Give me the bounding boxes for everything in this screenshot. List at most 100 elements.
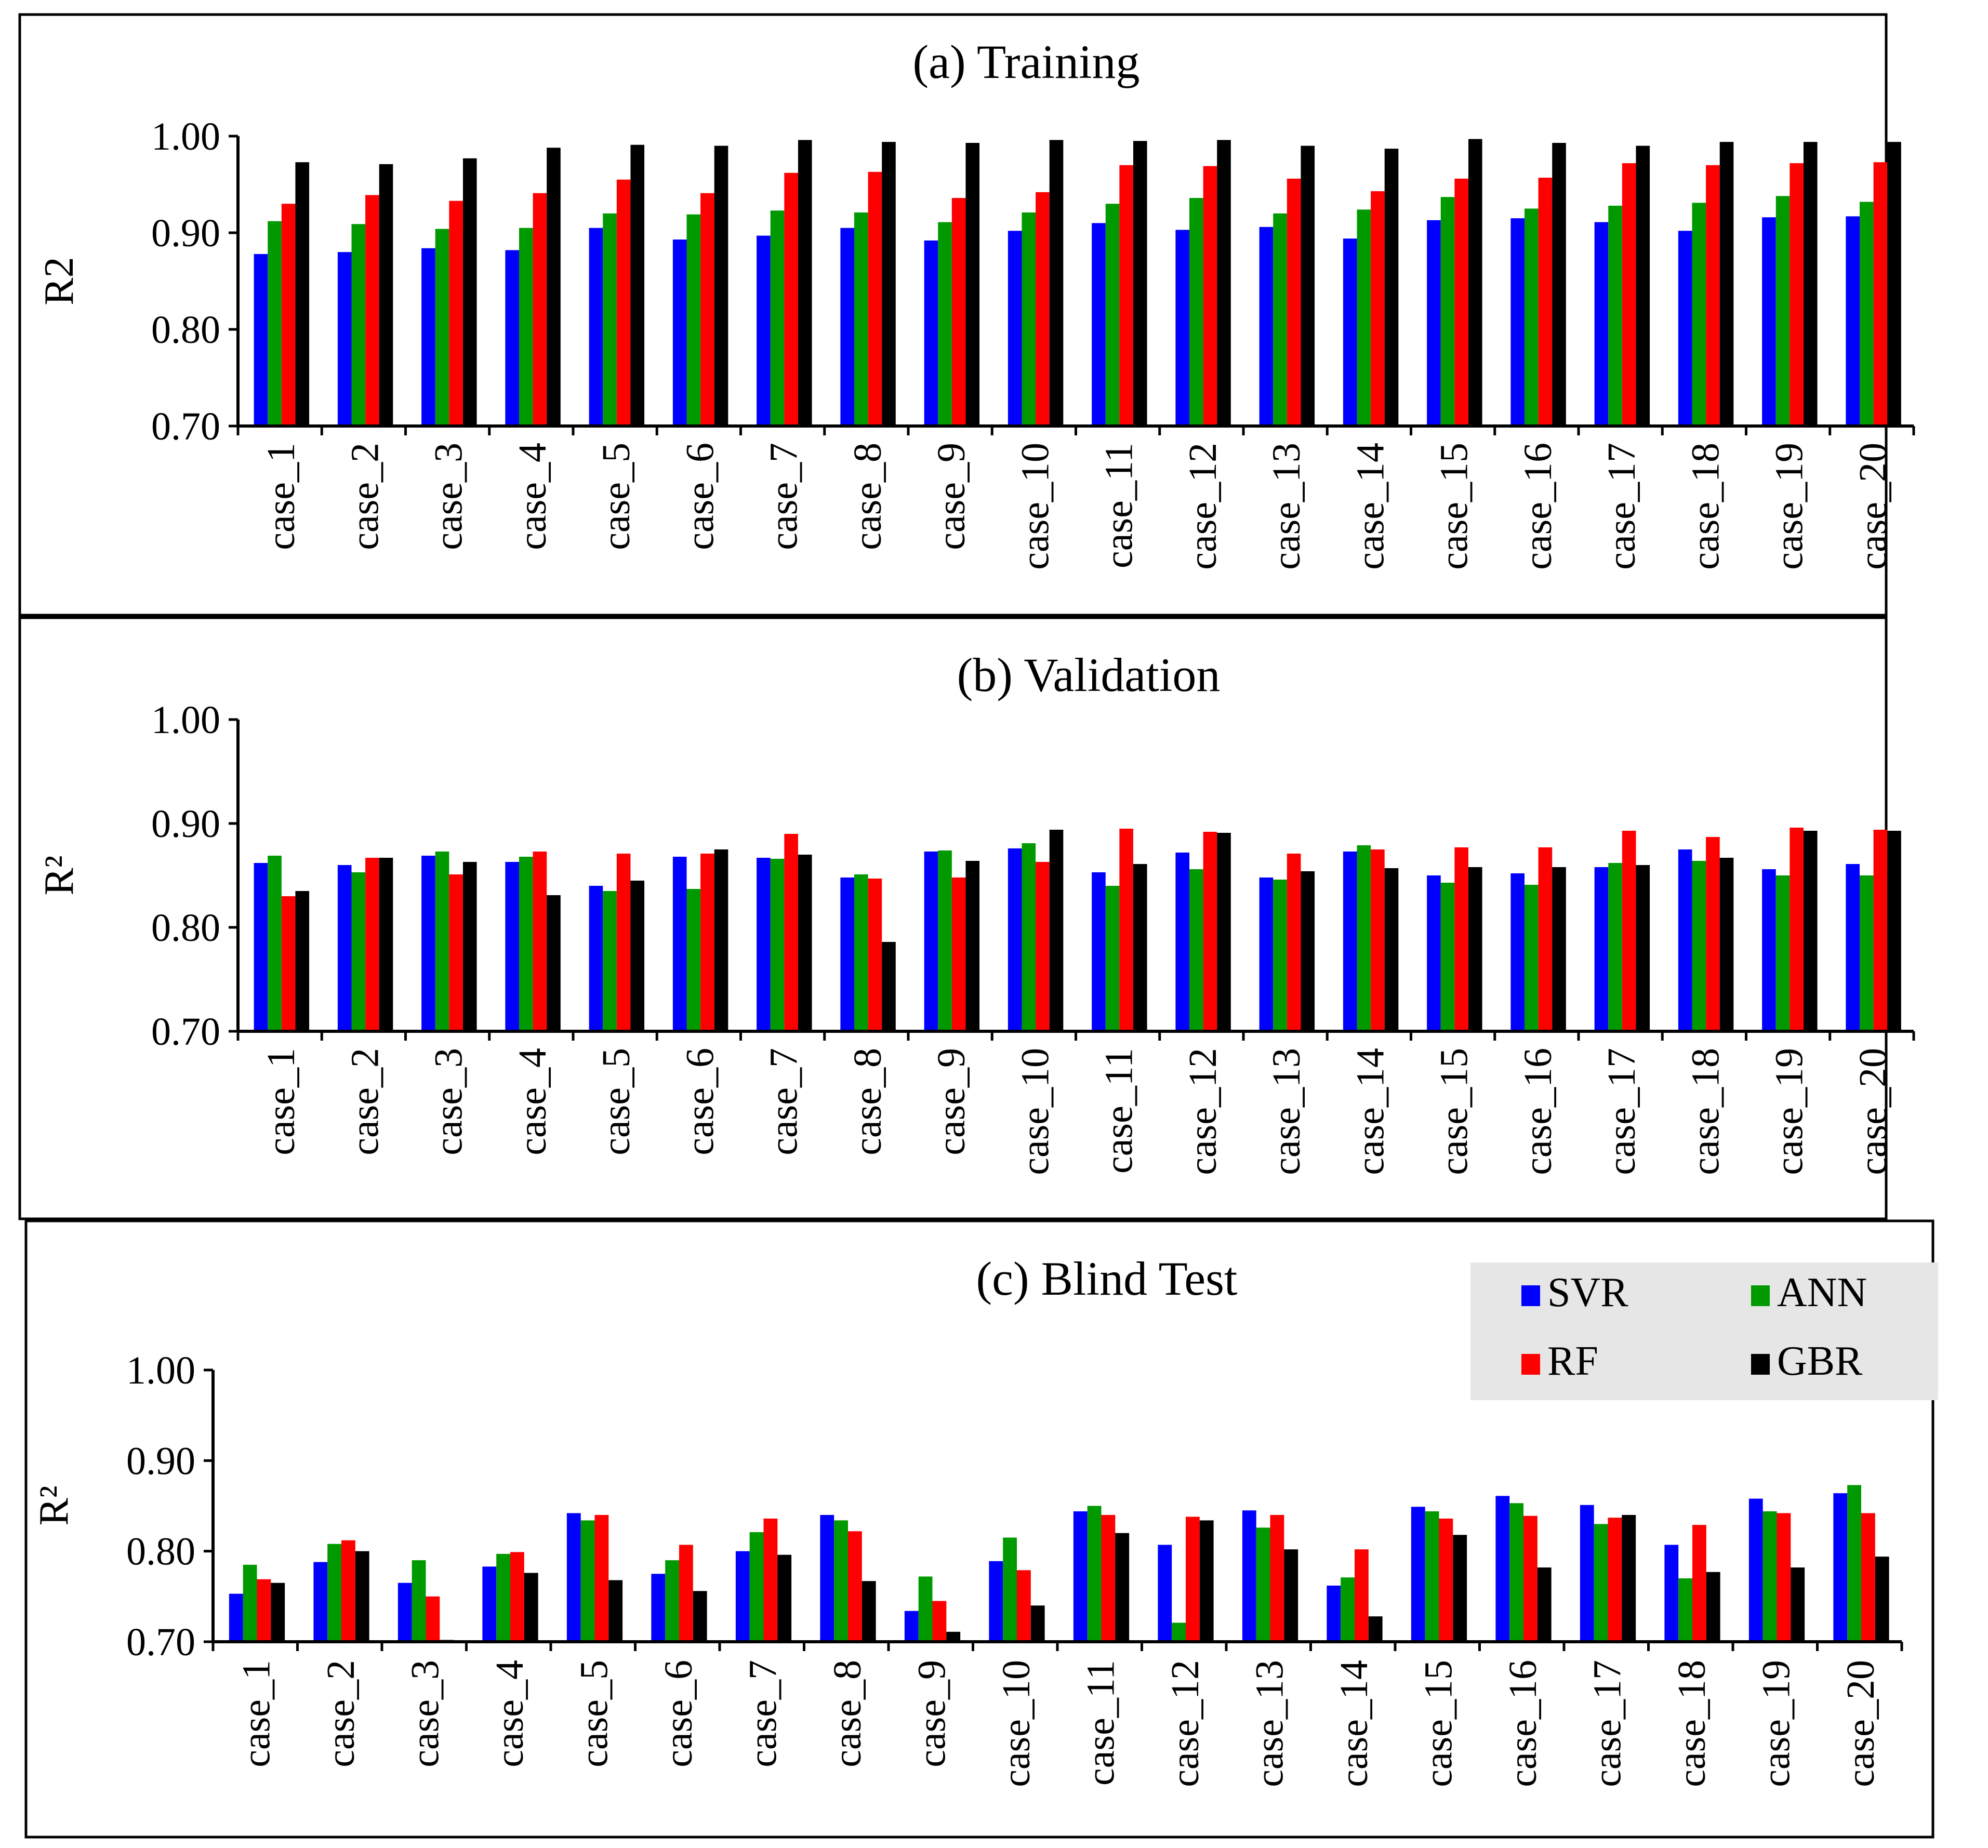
bar-rf-case_18 <box>1706 165 1720 426</box>
bar-svr-case_18 <box>1664 1545 1679 1642</box>
x-tick-label: case_20 <box>1851 443 1895 570</box>
bar-rf-case_19 <box>1790 163 1804 426</box>
x-tick-label: case_4 <box>511 1048 554 1155</box>
bar-ann-case_15 <box>1440 883 1455 1031</box>
bar-ann-case_2 <box>351 224 366 426</box>
bar-rf-case_13 <box>1270 1514 1284 1642</box>
y-tick-label: 0.90 <box>151 211 220 255</box>
bar-gbr-case_5 <box>630 881 645 1031</box>
bar-svr-case_1 <box>254 863 268 1031</box>
bar-gbr-case_14 <box>1368 1616 1383 1642</box>
bar-gbr-case_4 <box>524 1573 538 1642</box>
bar-svr-case_4 <box>505 862 519 1031</box>
bar-svr-case_19 <box>1762 869 1776 1031</box>
bar-gbr-case_16 <box>1537 1567 1552 1642</box>
chart-title: (c) Blind Test <box>976 1252 1238 1305</box>
x-tick-label: case_2 <box>343 1048 387 1155</box>
bar-ann-case_1 <box>268 221 282 426</box>
bar-ann-case_2 <box>351 872 366 1031</box>
x-tick-label: case_18 <box>1684 1048 1727 1175</box>
x-tick-label: case_14 <box>1348 443 1392 570</box>
bar-svr-case_10 <box>1008 231 1022 426</box>
bar-svr-case_3 <box>397 1583 412 1642</box>
bar-rf-case_4 <box>510 1552 524 1642</box>
bar-ann-case_20 <box>1859 875 1874 1031</box>
x-tick-label: case_7 <box>762 1048 806 1155</box>
bar-ann-case_7 <box>749 1532 764 1642</box>
x-tick-label: case_6 <box>657 1660 700 1767</box>
bar-ann-case_13 <box>1273 880 1287 1031</box>
x-tick-label: case_9 <box>930 443 973 550</box>
bar-gbr-case_8 <box>882 142 896 426</box>
bar-gbr-case_13 <box>1301 871 1315 1031</box>
bar-ann-case_7 <box>770 210 785 426</box>
legend-swatch-svr <box>1521 1285 1540 1306</box>
bar-svr-case_7 <box>757 858 771 1031</box>
bar-ann-case_3 <box>435 229 449 426</box>
bar-svr-case_12 <box>1175 230 1189 426</box>
bar-rf-case_13 <box>1287 178 1301 426</box>
bar-gbr-case_7 <box>777 1554 792 1642</box>
bar-ann-case_19 <box>1762 1511 1777 1642</box>
bar-gbr-case_3 <box>462 158 477 426</box>
bar-rf-case_12 <box>1186 1517 1200 1642</box>
x-tick-label: case_10 <box>995 1660 1038 1787</box>
x-tick-label: case_6 <box>678 1048 722 1155</box>
x-tick-label: case_4 <box>511 443 554 550</box>
bar-gbr-case_18 <box>1719 142 1734 426</box>
bar-svr-case_2 <box>337 252 352 426</box>
bar-rf-case_3 <box>449 874 463 1031</box>
bar-ann-case_18 <box>1692 203 1706 426</box>
bar-gbr-case_1 <box>295 162 310 426</box>
bar-ann-case_12 <box>1189 869 1203 1031</box>
bar-svr-case_2 <box>313 1562 328 1642</box>
x-tick-label: case_18 <box>1684 443 1727 570</box>
y-tick-label: 0.90 <box>151 802 220 846</box>
bar-rf-case_3 <box>426 1596 440 1642</box>
bar-gbr-case_19 <box>1791 1567 1805 1642</box>
bar-rf-case_19 <box>1777 1513 1791 1642</box>
x-tick-label: case_10 <box>1013 1048 1057 1175</box>
bar-rf-case_2 <box>365 858 379 1031</box>
bar-rf-case_4 <box>533 852 547 1031</box>
bar-rf-case_17 <box>1622 831 1636 1031</box>
legend-label-svr: SVR <box>1547 1270 1628 1315</box>
y-tick-label: 0.70 <box>151 1010 220 1054</box>
bar-gbr-case_10 <box>1049 830 1064 1031</box>
bar-ann-case_4 <box>519 228 533 426</box>
bar-gbr-case_14 <box>1384 868 1399 1031</box>
y-tick-label: 0.70 <box>126 1620 195 1664</box>
bar-ann-case_6 <box>665 1560 679 1642</box>
bar-ann-case_5 <box>580 1520 595 1642</box>
bar-rf-case_11 <box>1119 165 1133 426</box>
x-tick-label: case_15 <box>1417 1660 1461 1787</box>
bar-svr-case_10 <box>1008 848 1022 1031</box>
bar-gbr-case_17 <box>1636 865 1650 1031</box>
bar-ann-case_3 <box>412 1560 426 1642</box>
bar-rf-case_6 <box>679 1545 693 1642</box>
bar-svr-case_20 <box>1846 864 1860 1031</box>
bar-rf-case_9 <box>951 878 966 1031</box>
bar-ann-case_18 <box>1678 1578 1692 1642</box>
bar-ann-case_8 <box>854 212 868 426</box>
bar-rf-case_5 <box>616 854 631 1031</box>
bar-svr-case_9 <box>924 852 938 1031</box>
bar-svr-case_12 <box>1175 853 1189 1031</box>
bar-ann-case_16 <box>1524 208 1539 426</box>
x-tick-label: case_18 <box>1670 1660 1714 1787</box>
chart-panel-3: (c) Blind Test R² 0.70 0.80 0.90 1.00 case_1 ca… <box>24 1219 1938 1839</box>
bar-gbr-case_12 <box>1217 833 1231 1031</box>
bar-ann-case_5 <box>603 213 617 426</box>
bar-ann-case_11 <box>1087 1506 1102 1642</box>
bar-svr-case_11 <box>1092 872 1106 1031</box>
bar-ann-case_13 <box>1256 1527 1270 1642</box>
x-tick-label: case_10 <box>1013 443 1057 570</box>
bar-ann-case_18 <box>1692 861 1706 1031</box>
x-tick-label: case_5 <box>594 443 638 550</box>
bar-rf-case_14 <box>1371 191 1385 426</box>
x-tick-label: case_15 <box>1433 1048 1476 1175</box>
bar-rf-case_12 <box>1203 166 1217 426</box>
bar-gbr-case_18 <box>1706 1572 1720 1642</box>
x-tick-label: case_2 <box>343 443 387 550</box>
